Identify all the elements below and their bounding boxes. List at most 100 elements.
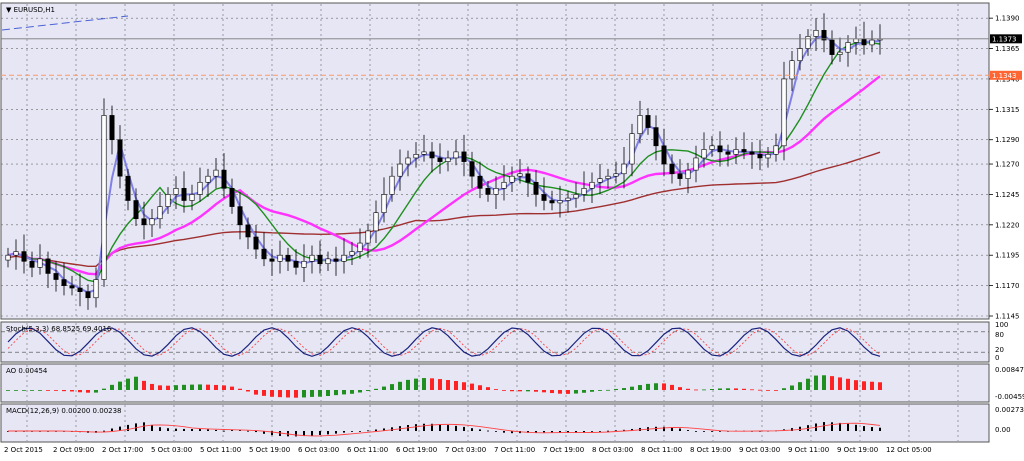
macd-bar xyxy=(679,428,681,431)
macd-bar xyxy=(295,431,297,437)
stochastic-tick-label: 100 xyxy=(995,321,1008,329)
candle xyxy=(117,139,123,177)
ao-bar xyxy=(126,378,130,390)
macd-bar xyxy=(671,427,673,431)
macd-bar xyxy=(591,431,593,432)
ao-bar xyxy=(118,381,122,390)
ao-bar xyxy=(654,383,658,390)
macd-bar xyxy=(575,431,577,433)
ao-bar xyxy=(334,390,338,396)
candle xyxy=(285,254,291,262)
ao-bar xyxy=(214,384,218,390)
macd-bar xyxy=(703,431,705,432)
candle xyxy=(413,154,419,159)
stochastic-pane[interactable]: Stoch(5,3,3) 68.8525 69.4016 xyxy=(0,321,990,363)
ao-tick-label: -0.00459 xyxy=(995,393,1024,401)
candle xyxy=(477,175,483,189)
candle xyxy=(573,194,579,199)
macd-bar xyxy=(511,431,513,434)
ao-bar xyxy=(294,390,298,398)
candle xyxy=(613,173,619,177)
time-tick-label: 2 Oct 17:00 xyxy=(102,446,143,454)
macd-pane[interactable]: MACD(12,26,9) 0.00200 0.00238 xyxy=(0,403,990,443)
price-pane[interactable]: ▼ EURUSD,H1 xyxy=(0,2,990,320)
candle xyxy=(141,218,147,226)
macd-bar xyxy=(103,430,105,432)
candle xyxy=(125,175,131,201)
candle xyxy=(845,42,851,53)
candle xyxy=(669,163,675,175)
macd-histogram xyxy=(7,422,881,437)
macd-bar xyxy=(551,431,553,433)
ao-bar xyxy=(646,383,650,390)
candle xyxy=(461,151,467,162)
candle xyxy=(245,224,251,238)
macd-tick-label: 0.00273 xyxy=(995,406,1024,414)
ao-bar xyxy=(350,390,354,394)
ao-axis: 0.00847 -0.00459 xyxy=(995,366,1024,401)
ao-bar xyxy=(550,390,554,394)
candle xyxy=(205,175,211,183)
ao-bar xyxy=(206,384,210,390)
time-axis[interactable]: 2 Oct 2015 2 Oct 09:00 2 Oct 17:00 5 Oct 03… xyxy=(4,446,932,454)
ao-bar xyxy=(814,375,818,390)
ao-bar xyxy=(526,390,530,392)
ao-bar xyxy=(190,384,194,390)
ao-bar xyxy=(382,386,386,390)
candle xyxy=(253,236,259,250)
candle xyxy=(133,200,139,220)
candle xyxy=(429,151,435,159)
ao-bar xyxy=(174,385,178,390)
candle xyxy=(621,163,627,175)
ao-bar xyxy=(110,384,114,390)
candle xyxy=(189,194,195,201)
ao-bar xyxy=(710,388,714,390)
macd-label: MACD(12,26,9) 0.00200 0.00238 xyxy=(6,407,122,415)
macd-bar xyxy=(559,431,561,433)
ao-bar xyxy=(486,387,490,390)
macd-bar xyxy=(351,431,353,432)
macd-bar xyxy=(271,431,273,436)
ao-bar xyxy=(254,390,258,395)
ao-bar xyxy=(702,389,706,391)
ao-bar xyxy=(230,386,234,390)
macd-bar xyxy=(663,426,665,431)
macd-tick-label: 0.00 xyxy=(995,426,1011,434)
macd-bar xyxy=(383,428,385,431)
macd-bar xyxy=(207,429,209,431)
candle xyxy=(693,157,699,171)
ao-bar xyxy=(62,390,66,392)
time-tick-label: 6 Oct 11:00 xyxy=(347,446,388,454)
price-axis[interactable]: 1.13901.13651.13401.13151.12901.12701.12… xyxy=(989,15,1020,321)
candle xyxy=(581,188,587,195)
bid-price-tag: 1.1343 xyxy=(990,70,1022,80)
awesome-oscillator-pane[interactable]: AO 0.00454 xyxy=(0,363,990,403)
candle xyxy=(5,254,11,261)
ao-bar xyxy=(94,390,98,393)
macd-bar xyxy=(391,427,393,431)
ao-bar xyxy=(262,390,266,396)
candle xyxy=(61,279,67,286)
ao-bar xyxy=(878,382,882,390)
candle xyxy=(797,48,803,62)
candle xyxy=(645,115,651,128)
trend-line[interactable] xyxy=(1,15,129,31)
candle xyxy=(629,133,635,165)
candle xyxy=(277,254,283,262)
ao-bar xyxy=(758,389,762,391)
macd-bar xyxy=(215,429,217,431)
time-tick-label: 5 Oct 19:00 xyxy=(249,446,290,454)
stochastic-tick-label: 0 xyxy=(995,354,999,362)
macd-bar xyxy=(687,430,689,431)
macd-bar xyxy=(487,430,489,432)
stochastic-tick-label: 20 xyxy=(995,346,1004,354)
macd-bar xyxy=(231,430,233,431)
candle xyxy=(381,194,387,213)
macd-bar xyxy=(455,425,457,431)
candle xyxy=(741,149,747,153)
macd-bar xyxy=(567,431,569,433)
candle xyxy=(181,188,187,201)
ao-grid xyxy=(26,365,959,401)
candle xyxy=(157,206,163,220)
